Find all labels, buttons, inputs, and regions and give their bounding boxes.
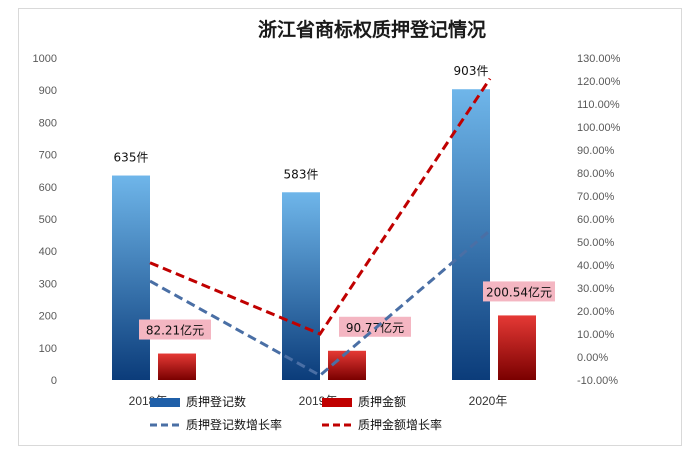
right-axis-tick: 0.00% (577, 352, 608, 364)
bar-registrations (112, 175, 150, 380)
chart-title: 浙江省商标权质押登记情况 (258, 18, 486, 41)
left-axis-tick: 300 (39, 278, 57, 290)
legend-swatch (322, 398, 352, 407)
right-axis-tick: 90.00% (577, 145, 615, 157)
right-axis-tick: 70.00% (577, 191, 615, 203)
line-amount-growth (149, 77, 492, 336)
left-axis-tick: 500 (39, 214, 57, 226)
left-axis-tick: 900 (39, 85, 57, 97)
left-axis-tick: 600 (39, 182, 57, 194)
right-axis-tick: 100.00% (577, 122, 621, 134)
bar-label-amount: 82.21亿元 (146, 323, 204, 338)
left-axis-tick: 200 (39, 311, 57, 323)
legend-label: 质押登记数增长率 (186, 417, 282, 432)
bar-amount (328, 350, 366, 380)
right-axis-tick: 110.00% (577, 99, 620, 111)
right-axis-tick: 120.00% (577, 76, 621, 88)
bar-amount (158, 353, 196, 380)
bar-label-amount: 200.54亿元 (486, 284, 552, 299)
legend-label: 质押登记数 (186, 394, 246, 409)
bar-registrations (282, 192, 320, 380)
line-registrations-growth (149, 229, 491, 378)
bar-amount (498, 315, 536, 380)
amount-label-box (139, 319, 211, 340)
left-axis-tick: 800 (39, 117, 57, 129)
right-axis-tick: 10.00% (577, 329, 615, 341)
left-axis-tick: 400 (39, 246, 57, 258)
amount-label-box (483, 281, 555, 302)
left-axis-tick: 100 (39, 343, 57, 355)
right-axis-tick: 30.00% (577, 283, 615, 295)
legend-label: 质押金额 (358, 394, 406, 409)
bar-label-registrations: 903件 (454, 64, 489, 78)
right-axis-tick: 130.00% (577, 53, 621, 65)
bar-label-registrations: 635件 (114, 151, 149, 165)
left-axis-tick: 1000 (33, 53, 57, 65)
right-axis-tick: 20.00% (577, 306, 615, 318)
right-axis-tick: 80.00% (577, 168, 615, 180)
right-axis-tick: 40.00% (577, 260, 615, 272)
right-axis-tick: 50.00% (577, 237, 615, 249)
left-axis-tick: 700 (39, 150, 57, 162)
legend-label: 质押金额增长率 (358, 417, 442, 432)
right-axis-tick: 60.00% (577, 214, 615, 226)
bar-label-registrations: 583件 (284, 167, 319, 181)
right-axis-tick: -10.00% (577, 375, 618, 387)
category-label: 2020年 (469, 394, 508, 408)
left-axis-tick: 0 (51, 375, 57, 387)
legend-swatch (150, 398, 180, 407)
